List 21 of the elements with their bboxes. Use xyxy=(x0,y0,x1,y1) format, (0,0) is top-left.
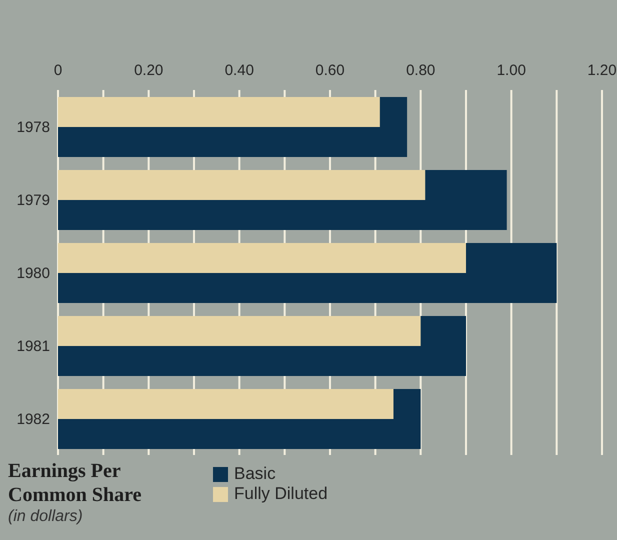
x-tick-label: 0.60 xyxy=(315,62,345,79)
y-tick-label: 1978 xyxy=(16,118,50,136)
legend-label: Fully Diluted xyxy=(234,484,328,503)
bar xyxy=(58,170,426,200)
text: (in dollars) xyxy=(8,507,84,527)
bar xyxy=(58,316,421,346)
x-tick-label: 1.00 xyxy=(496,62,526,79)
y-tick-label: 1982 xyxy=(16,410,50,428)
bar xyxy=(58,243,466,273)
x-tick-label: 1.20 xyxy=(587,62,617,79)
y-tick-label: 1981 xyxy=(16,338,50,355)
bar xyxy=(58,389,394,419)
y-tick-label: 1980 xyxy=(16,264,50,282)
legend-label: Basic xyxy=(234,464,276,483)
x-tick-label: 0.40 xyxy=(224,62,254,79)
text: Earnings Per Common Share xyxy=(8,459,143,507)
x-tick-label: 0 xyxy=(54,62,62,79)
y-tick-label: 1979 xyxy=(16,192,50,209)
x-tick-label: 0.20 xyxy=(134,62,164,79)
bar xyxy=(58,97,380,127)
x-tick-label: 0.80 xyxy=(406,62,436,79)
